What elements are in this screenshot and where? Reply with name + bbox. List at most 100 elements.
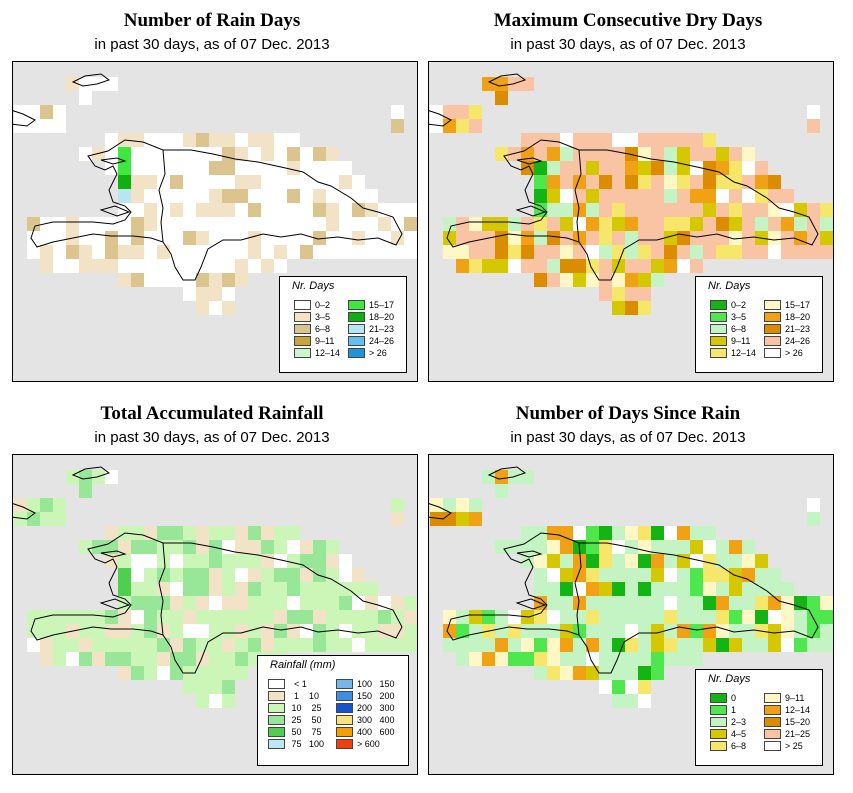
- grid-cell: [534, 652, 547, 666]
- grid-cell: [573, 273, 586, 287]
- grid-cell: [807, 610, 820, 624]
- grid-cell: [560, 147, 573, 161]
- island-coastline: [71, 73, 111, 87]
- grid-cell: [820, 231, 833, 245]
- grid-cell: [690, 231, 703, 245]
- grid-cell: [664, 652, 677, 666]
- grid-cell: [378, 596, 391, 610]
- legend-label: 12–14: [785, 705, 811, 715]
- grid-cell: [716, 638, 729, 652]
- grid-cell: [287, 540, 300, 554]
- grid-cell: [222, 189, 235, 203]
- grid-cell: [560, 540, 573, 554]
- grid-cell: [560, 161, 573, 175]
- legend-swatch: [336, 691, 353, 701]
- grid-cell: [261, 540, 274, 554]
- grid-cell: [547, 596, 560, 610]
- haiti-dr-border: [158, 149, 166, 243]
- grid-cell: [638, 568, 651, 582]
- grid-cell: [79, 470, 92, 484]
- grid-cell: [209, 133, 222, 147]
- grid-cell: [690, 147, 703, 161]
- grid-cell: [105, 77, 118, 91]
- grid-cell: [313, 231, 326, 245]
- grid-cell: [547, 245, 560, 259]
- legend-label: 1 10: [289, 691, 320, 701]
- grid-cell: [404, 203, 417, 217]
- grid-cell: [287, 610, 300, 624]
- grid-cell: [781, 217, 794, 231]
- grid-cells: [430, 470, 833, 708]
- grid-cell: [144, 568, 157, 582]
- grid-cell: [534, 147, 547, 161]
- grid-cell: [586, 610, 599, 624]
- grid-cell: [313, 203, 326, 217]
- grid-cell: [742, 540, 755, 554]
- grid-cell: [53, 245, 66, 259]
- grid-cell: [794, 203, 807, 217]
- legend-label: 21–25: [785, 729, 811, 739]
- grid-cell: [547, 161, 560, 175]
- grid-cell: [443, 105, 456, 119]
- grid-cell: [560, 273, 573, 287]
- legend-label: 4–5: [731, 729, 747, 739]
- legend-label: 9–11: [315, 336, 335, 346]
- island-coastline: [100, 550, 127, 558]
- grid-cell: [612, 568, 625, 582]
- grid-cell: [27, 638, 40, 652]
- grid-cell: [391, 217, 404, 231]
- grid-cell: [521, 77, 534, 91]
- grid-cell: [716, 189, 729, 203]
- grid-cell: [274, 217, 287, 231]
- grid-cell: [131, 133, 144, 147]
- legend-swatch: [336, 727, 353, 737]
- grid-cell: [664, 133, 677, 147]
- grid-cell: [625, 147, 638, 161]
- panel-title: Total Accumulated Rainfall: [100, 403, 324, 424]
- grid-cell: [664, 189, 677, 203]
- grid-cell: [183, 680, 196, 694]
- grid-cell: [521, 161, 534, 175]
- grid-cell: [677, 596, 690, 610]
- legend-label: 6–8: [731, 741, 747, 751]
- grid-cell: [196, 287, 209, 301]
- grid-cell: [300, 147, 313, 161]
- grid-cell: [235, 610, 248, 624]
- grid-cell: [170, 554, 183, 568]
- grid-cell: [274, 596, 287, 610]
- grid-cell: [547, 189, 560, 203]
- grid-cell: [677, 568, 690, 582]
- legend-swatch: [764, 729, 781, 739]
- grid-cell: [183, 217, 196, 231]
- grid-cell: [599, 596, 612, 610]
- grid-cell: [625, 554, 638, 568]
- grid-cell: [664, 231, 677, 245]
- grid-cell: [781, 245, 794, 259]
- grid-cell: [313, 161, 326, 175]
- grid-cell: [729, 638, 742, 652]
- grid-cell: [612, 582, 625, 596]
- grid-cell: [547, 133, 560, 147]
- grid-cell: [508, 624, 521, 638]
- grid-cell: [625, 638, 638, 652]
- grid-cell: [131, 175, 144, 189]
- grid-cell: [118, 147, 131, 161]
- grid-cell: [547, 231, 560, 245]
- grid-cell: [118, 554, 131, 568]
- grid-cell: [651, 624, 664, 638]
- grid-cell: [625, 568, 638, 582]
- grid-cell: [79, 610, 92, 624]
- grid-cell: [40, 119, 53, 133]
- grid-cell: [573, 217, 586, 231]
- grid-cell: [352, 610, 365, 624]
- legend-swatch: [710, 717, 727, 727]
- grid-cell: [339, 175, 352, 189]
- grid-cell: [404, 217, 417, 231]
- grid-cell: [261, 638, 274, 652]
- legend-swatch: [268, 691, 285, 701]
- grid-cell: [170, 189, 183, 203]
- grid-cell: [183, 175, 196, 189]
- grid-cell: [651, 147, 664, 161]
- legend-label: 9–11: [731, 336, 751, 346]
- island-coastline: [515, 205, 547, 217]
